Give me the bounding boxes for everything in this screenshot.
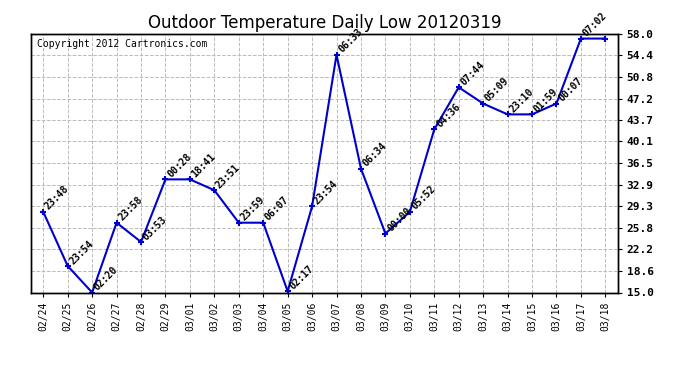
Text: 07:02: 07:02	[581, 11, 609, 39]
Text: 02:20: 02:20	[92, 265, 120, 292]
Text: Copyright 2012 Cartronics.com: Copyright 2012 Cartronics.com	[37, 39, 207, 49]
Text: 06:07: 06:07	[263, 195, 291, 223]
Text: 06:34: 06:34	[361, 141, 388, 168]
Text: 23:10: 23:10	[508, 87, 535, 114]
Text: 23:51: 23:51	[215, 162, 242, 190]
Text: 18:41: 18:41	[190, 152, 218, 179]
Text: 02:17: 02:17	[288, 264, 315, 291]
Text: 00:00: 00:00	[386, 206, 413, 234]
Text: 06:33: 06:33	[337, 27, 364, 55]
Text: 23:48: 23:48	[43, 184, 71, 212]
Text: 23:54: 23:54	[312, 178, 340, 207]
Text: 01:59: 01:59	[532, 87, 560, 114]
Text: 05:09: 05:09	[483, 76, 511, 104]
Text: 23:58: 23:58	[117, 195, 144, 223]
Text: 00:07: 00:07	[556, 76, 584, 104]
Text: 00:28: 00:28	[166, 152, 193, 179]
Text: 05:52: 05:52	[410, 184, 437, 212]
Title: Outdoor Temperature Daily Low 20120319: Outdoor Temperature Daily Low 20120319	[148, 14, 501, 32]
Text: 04:36: 04:36	[434, 102, 462, 129]
Text: 23:54: 23:54	[68, 238, 95, 266]
Text: 23:59: 23:59	[239, 195, 266, 223]
Text: 07:44: 07:44	[459, 60, 486, 87]
Text: 03:53: 03:53	[141, 214, 169, 242]
